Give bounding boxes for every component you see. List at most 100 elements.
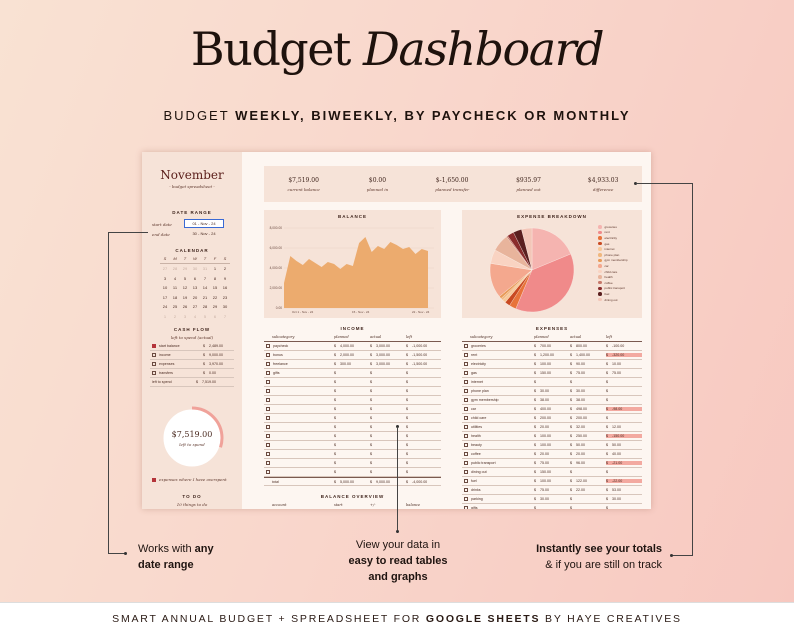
cell-planned[interactable]: $38.00 xyxy=(534,398,570,402)
calendar-day[interactable]: 8 xyxy=(213,275,217,281)
cell-planned[interactable]: $ xyxy=(334,416,370,420)
cell-actual[interactable]: $ xyxy=(370,398,406,402)
cell-name[interactable]: groceries xyxy=(471,344,486,348)
cell-left[interactable]: $ -21.00 xyxy=(606,461,642,465)
cell-left[interactable]: $ -1,000.00 xyxy=(406,344,441,348)
cell-left[interactable]: $ -150.00 xyxy=(606,434,642,438)
calendar-day[interactable]: 22 xyxy=(212,294,218,300)
cell-left[interactable]: $ -320.00 xyxy=(606,353,642,357)
cell-name[interactable]: gas xyxy=(471,371,477,375)
cell-left[interactable]: $ xyxy=(606,416,642,420)
calendar-day[interactable]: 30 xyxy=(192,266,198,271)
calendar-day[interactable]: 5 xyxy=(183,275,187,281)
cell-planned[interactable]: $75.00 xyxy=(534,488,570,492)
cell-actual[interactable]: $3,000.00 xyxy=(370,353,406,357)
cell-left[interactable]: $ xyxy=(406,425,441,429)
cell-name[interactable]: electricity xyxy=(471,362,486,366)
cell-left[interactable]: $53.00 xyxy=(606,488,642,492)
income-checkbox[interactable] xyxy=(266,443,270,447)
cell-planned[interactable]: $ xyxy=(334,407,370,411)
cell-left[interactable]: $ xyxy=(406,389,441,393)
cell-name[interactable]: coffee xyxy=(471,452,481,456)
calendar-day[interactable]: 1 xyxy=(213,266,217,271)
cell-actual[interactable]: $ xyxy=(370,425,406,429)
calendar-day[interactable]: 25 xyxy=(172,304,178,309)
calendar-day[interactable]: 4 xyxy=(193,313,197,319)
cell-name[interactable]: fuel xyxy=(471,479,477,483)
expense-checkbox[interactable] xyxy=(464,416,468,420)
cell-planned[interactable]: $20.00 xyxy=(534,452,570,456)
cell-actual[interactable]: $122.00 xyxy=(570,479,606,483)
cell-actual[interactable]: $200.00 xyxy=(570,416,606,420)
cell-name[interactable]: paycheck xyxy=(273,344,289,348)
calendar-day[interactable]: 16 xyxy=(222,285,228,290)
cell-planned[interactable]: $ xyxy=(334,434,370,438)
cell-left[interactable]: $ -100.00 xyxy=(606,344,642,348)
expense-checkbox[interactable] xyxy=(464,407,468,411)
cell-name[interactable]: internet xyxy=(471,380,483,384)
cell-actual[interactable]: $38.00 xyxy=(570,398,606,402)
cell-left[interactable]: $ xyxy=(406,470,441,474)
cell-actual[interactable]: $ xyxy=(370,434,406,438)
cell-left[interactable]: $ xyxy=(406,398,441,402)
cell-actual[interactable]: $ xyxy=(370,461,406,465)
expense-checkbox[interactable] xyxy=(464,371,468,375)
cell-actual[interactable]: $ xyxy=(570,497,606,501)
cell-actual[interactable]: $ xyxy=(370,416,406,420)
cell-planned[interactable]: $4,000.00 xyxy=(334,344,370,348)
income-checkbox[interactable] xyxy=(266,470,270,474)
cashflow-checkbox[interactable] xyxy=(152,353,156,357)
cell-left[interactable]: $ xyxy=(406,461,441,465)
cell-left[interactable]: $ xyxy=(406,380,441,384)
calendar-day[interactable]: 28 xyxy=(202,304,208,309)
calendar-day[interactable]: 3 xyxy=(163,275,167,281)
cell-left[interactable]: $40.00 xyxy=(606,452,642,456)
calendar-day[interactable]: 13 xyxy=(192,285,198,290)
cell-left[interactable]: $75.00 xyxy=(606,371,642,375)
expense-checkbox[interactable] xyxy=(464,389,468,393)
cell-left[interactable]: $50.00 xyxy=(606,443,642,447)
cell-planned[interactable]: $2,000.00 xyxy=(334,353,370,357)
cell-actual[interactable]: $32.00 xyxy=(570,425,606,429)
calendar-day[interactable]: 24 xyxy=(162,304,168,309)
expense-checkbox[interactable] xyxy=(464,443,468,447)
cell-actual[interactable]: $30.00 xyxy=(570,389,606,393)
cell-left[interactable]: $ xyxy=(606,398,642,402)
cell-planned[interactable]: $400.00 xyxy=(534,407,570,411)
cell-planned[interactable]: $ xyxy=(334,425,370,429)
cell-actual[interactable]: $3,000.00 xyxy=(370,362,406,366)
cell-planned[interactable]: $100.00 xyxy=(534,434,570,438)
cell-planned[interactable]: $75.00 xyxy=(534,461,570,465)
cell-actual[interactable]: $250.00 xyxy=(570,434,606,438)
cell-left[interactable]: $ -98.00 xyxy=(606,407,642,411)
cell-actual[interactable]: $800.00 xyxy=(570,344,606,348)
calendar-day[interactable]: 12 xyxy=(182,285,188,290)
income-checkbox[interactable] xyxy=(266,344,270,348)
cell-planned[interactable]: $20.00 xyxy=(534,425,570,429)
cell-name[interactable]: phone plan xyxy=(471,389,489,393)
cell-name[interactable]: utilities xyxy=(471,425,482,429)
cell-name[interactable]: beauty xyxy=(471,443,482,447)
calendar-day[interactable]: 26 xyxy=(182,304,188,309)
calendar-day[interactable]: 2 xyxy=(173,313,177,319)
calendar-day[interactable]: 30 xyxy=(222,304,228,309)
cell-left[interactable]: $ -22.00 xyxy=(606,479,642,483)
cashflow-checkbox[interactable] xyxy=(152,371,156,375)
calendar-day[interactable]: 23 xyxy=(222,294,228,300)
cell-planned[interactable]: $200.00 xyxy=(534,416,570,420)
expense-checkbox[interactable] xyxy=(464,353,468,357)
expense-checkbox[interactable] xyxy=(464,344,468,348)
income-checkbox[interactable] xyxy=(266,452,270,456)
calendar-day[interactable]: 18 xyxy=(172,294,178,300)
calendar-day[interactable]: 15 xyxy=(212,285,218,290)
cell-left[interactable]: $ xyxy=(406,452,441,456)
cell-left[interactable]: $ xyxy=(606,380,642,384)
cell-planned[interactable]: $150.00 xyxy=(534,371,570,375)
expense-checkbox[interactable] xyxy=(464,479,468,483)
calendar-day[interactable]: 6 xyxy=(213,313,217,319)
cell-left[interactable]: $12.00 xyxy=(606,425,642,429)
cell-planned[interactable]: $ xyxy=(334,380,370,384)
calendar-day[interactable]: 10 xyxy=(162,285,168,290)
calendar-day[interactable]: 7 xyxy=(223,313,227,319)
cell-actual[interactable]: $90.00 xyxy=(570,362,606,366)
